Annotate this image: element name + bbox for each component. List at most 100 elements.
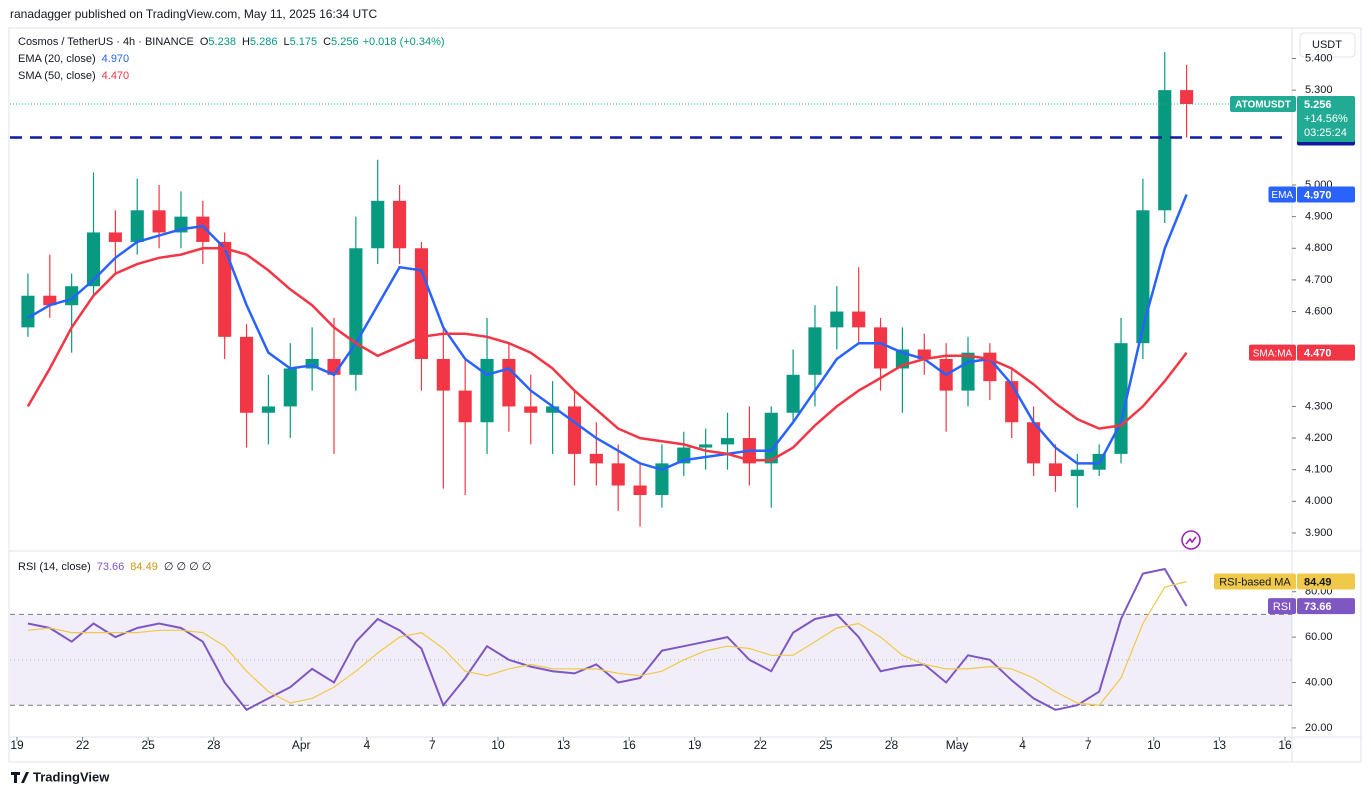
y-tick-label: 5.300 <box>1305 84 1333 96</box>
x-tick-label: 25 <box>141 738 155 752</box>
candle-body <box>108 232 122 242</box>
candle-body <box>983 352 997 382</box>
ohlc-value: 5.175 <box>290 36 318 48</box>
rsi-legend: RSI (14, close) 73.66 84.49 ∅ ∅ ∅ ∅ <box>18 561 211 573</box>
y-tick-label: 4.300 <box>1305 400 1333 412</box>
frame <box>8 27 1362 763</box>
rsi-legend-value: 84.49 <box>130 561 158 573</box>
candle-body <box>1005 381 1019 423</box>
candle-body <box>1180 90 1194 105</box>
candle-body <box>830 311 844 328</box>
currency[interactable]: USDT <box>1312 39 1342 51</box>
candle-body <box>589 453 603 464</box>
candle-body <box>917 349 931 359</box>
candle-body <box>1027 422 1041 464</box>
y-tick-label: 4.200 <box>1305 432 1333 444</box>
candle-body <box>130 210 144 242</box>
rsi-y-tick-label: 60.00 <box>1305 631 1333 643</box>
x-tick-label: 28 <box>207 738 221 752</box>
rsi-tag-value: 73.66 <box>1304 601 1332 613</box>
candle-body <box>218 241 232 337</box>
candle-body <box>414 248 429 359</box>
y-tick-label: 3.900 <box>1305 527 1333 539</box>
candle-body <box>196 216 210 242</box>
candle-body <box>720 438 735 445</box>
rsi-legend-value: 73.66 <box>97 561 125 573</box>
y-tick-label: 5.400 <box>1305 52 1333 64</box>
event-icon-glyph <box>1185 536 1197 545</box>
last-price-change: +14.56% <box>1304 113 1348 125</box>
candle-body <box>808 327 822 375</box>
x-tick-label: 4 <box>363 738 370 752</box>
candle-body <box>371 200 385 249</box>
candle-body <box>611 463 625 486</box>
candle-body <box>261 406 275 413</box>
x-tick-label: Apr <box>292 738 311 752</box>
last-price-value: 5.256 <box>1304 99 1332 111</box>
candle-body <box>633 485 647 496</box>
candle-body <box>873 327 888 369</box>
indicator-value-tag <box>1297 186 1355 203</box>
indicator-tag-name: SMA:MA <box>1253 348 1293 359</box>
rsi-name-tag <box>1268 598 1296 615</box>
y-tick-label: 4.800 <box>1305 242 1333 254</box>
candle-body <box>655 463 669 496</box>
y-tick-label: 4.900 <box>1305 211 1333 223</box>
x-tick-label: 13 <box>557 738 571 752</box>
candle-body <box>436 358 450 391</box>
indicator-legend: SMA (50, close) 4.470 <box>18 70 129 82</box>
candle-body <box>764 412 778 464</box>
ohlc-key: L <box>283 36 289 48</box>
candle-body <box>152 210 166 233</box>
currency-button[interactable] <box>1299 32 1356 58</box>
candle-body <box>786 374 800 413</box>
candle-body <box>1070 469 1084 477</box>
indicator-line <box>27 567 1188 712</box>
x-tick-label: 16 <box>1278 738 1292 752</box>
indicator-name-tag <box>1268 186 1296 203</box>
symbol: Cosmos / TetherUS · 4h · BINANCE <box>18 36 194 48</box>
indicator-tag-value: 4.970 <box>1304 189 1332 201</box>
candle-body <box>349 248 363 375</box>
ohlc-key: C <box>323 36 331 48</box>
indicator-line <box>27 194 1188 472</box>
y-tick-label: 4.000 <box>1305 495 1333 507</box>
logo-text: TradingView <box>33 769 110 784</box>
last-price-name: ATOMUSDT <box>1235 100 1291 111</box>
indicator-name: SMA (50, close) <box>18 70 96 82</box>
logo: TradingView <box>11 769 110 784</box>
last-price-name-tag <box>1230 96 1296 113</box>
x-tick-label: 16 <box>622 738 636 752</box>
x-tick-label: 7 <box>429 738 436 752</box>
candle-body <box>305 358 319 369</box>
candle-body <box>1048 463 1063 477</box>
candle-body <box>852 311 866 328</box>
x-tick-label: 22 <box>76 738 90 752</box>
candle-body <box>283 368 297 407</box>
x-tick-label: 10 <box>1147 738 1161 752</box>
indicator-tag-name: EMA <box>1271 190 1293 201</box>
candle-body <box>1136 210 1150 344</box>
indicator-name: EMA (20, close) <box>18 53 96 65</box>
overlay: Cosmos / TetherUS · 4h · BINANCE O5.238 H5… <box>10 36 1355 752</box>
event-icon[interactable] <box>1181 530 1201 550</box>
change: +0.018 (+0.34%) <box>363 36 445 48</box>
x-tick-label: 19 <box>10 738 24 752</box>
byline: ranadagger published on TradingView.com,… <box>10 7 377 21</box>
rsi-tag-value: 84.49 <box>1304 576 1332 588</box>
last-price-countdown: 03:25:24 <box>1304 127 1347 139</box>
x-tick-label: 10 <box>491 738 505 752</box>
indicator-value: 4.470 <box>102 70 130 82</box>
candle-body <box>393 200 407 249</box>
indicator-value: 4.970 <box>102 53 130 65</box>
ohlc-value: 5.238 <box>208 36 236 48</box>
candle-body <box>567 406 582 454</box>
candle-body <box>458 390 472 423</box>
candle-body <box>21 295 35 328</box>
y-tick-label: 4.700 <box>1305 274 1333 286</box>
rsi-legend-extra: ∅ ∅ ∅ ∅ <box>164 561 212 573</box>
ohlc-value: 5.256 <box>331 36 359 48</box>
x-tick-label: 13 <box>1213 738 1227 752</box>
